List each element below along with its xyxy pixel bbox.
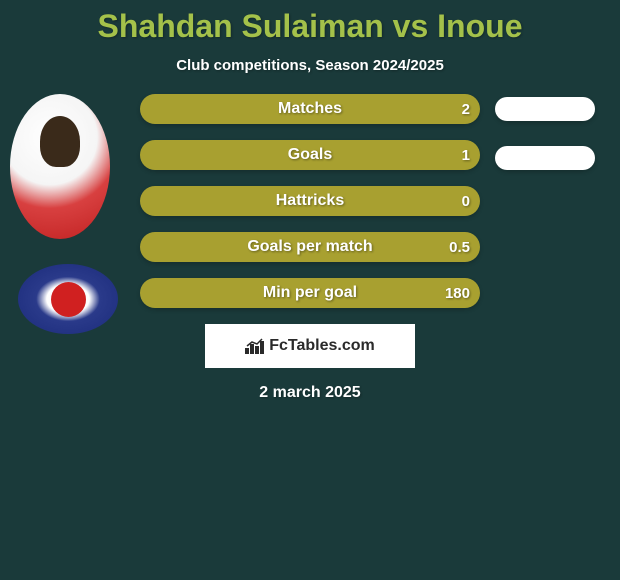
stat-row-hattricks: Hattricks 0 xyxy=(140,186,480,216)
content-area: Matches 2 Goals 1 Hattricks 0 Goals per … xyxy=(0,94,620,402)
stat-pill-right xyxy=(495,97,595,121)
stat-value: 1 xyxy=(462,147,470,164)
stat-value: 0 xyxy=(462,193,470,210)
stat-label: Goals per match xyxy=(247,238,372,256)
stat-value: 180 xyxy=(445,285,470,302)
club-badge xyxy=(18,264,118,334)
date-text: 2 march 2025 xyxy=(0,384,620,402)
player-avatar xyxy=(10,94,110,239)
stat-row-gpm: Goals per match 0.5 xyxy=(140,232,480,262)
stat-label: Goals xyxy=(288,146,332,164)
footer-logo: FcTables.com xyxy=(205,324,415,368)
footer-logo-text: FcTables.com xyxy=(269,337,375,355)
stat-pill-right xyxy=(495,146,595,170)
stat-label: Hattricks xyxy=(276,192,344,210)
stat-label: Matches xyxy=(278,100,342,118)
page-title: Shahdan Sulaiman vs Inoue xyxy=(0,0,620,45)
stat-rows: Matches 2 Goals 1 Hattricks 0 Goals per … xyxy=(140,94,480,308)
subtitle: Club competitions, Season 2024/2025 xyxy=(0,57,620,74)
stat-row-mpg: Min per goal 180 xyxy=(140,278,480,308)
stat-row-matches: Matches 2 xyxy=(140,94,480,124)
stat-value: 2 xyxy=(462,101,470,118)
stat-row-goals: Goals 1 xyxy=(140,140,480,170)
stat-label: Min per goal xyxy=(263,284,357,302)
stat-value: 0.5 xyxy=(449,239,470,256)
chart-icon xyxy=(245,338,265,354)
